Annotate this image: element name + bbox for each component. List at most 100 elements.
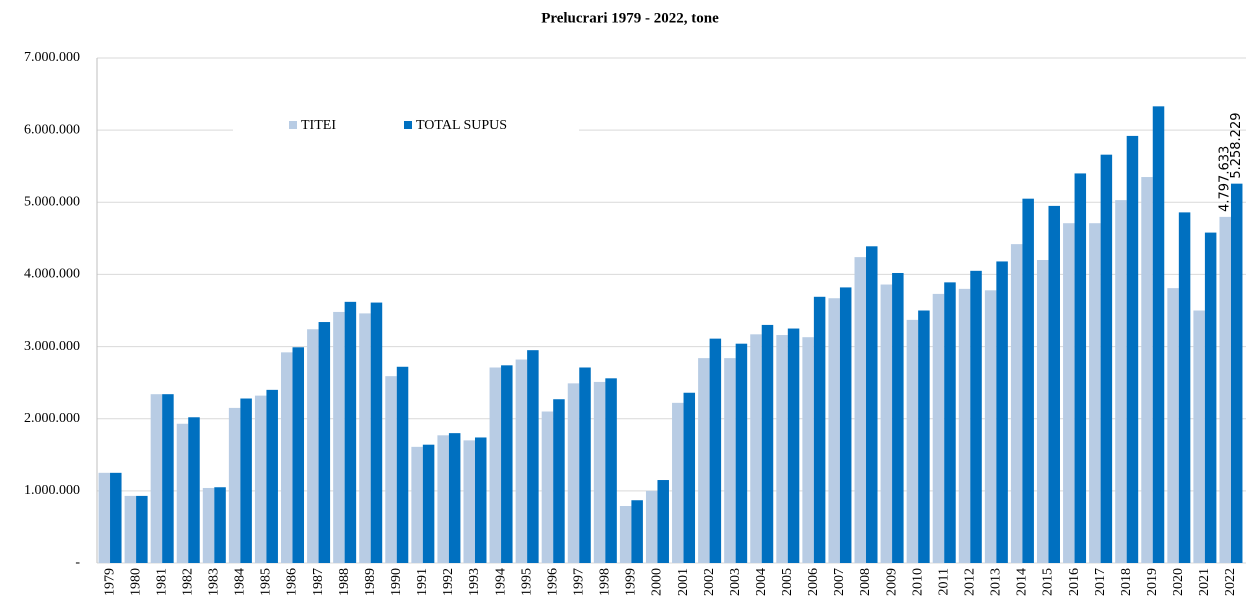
bar [214,487,226,563]
legend: TITEI TOTAL SUPUS [233,112,579,140]
bar [918,310,930,563]
x-tick-label: 2005 [780,568,795,596]
bar [489,367,502,563]
x-tick-label: 1992 [441,568,456,596]
bar [672,402,684,563]
x-tick-label: 2007 [832,568,847,596]
bar [1063,223,1075,563]
bar [266,389,278,563]
x-tick-label: 2019 [1145,568,1160,596]
bar [1100,154,1113,563]
bar [1178,212,1191,563]
bar [553,399,565,563]
bar [996,261,1008,563]
bar [579,367,591,563]
x-tick-label: 1983 [207,568,222,596]
bar [396,366,409,563]
bar [136,495,148,563]
bar [1048,205,1060,563]
x-tick-label: 2003 [728,568,743,596]
y-tick-label: 1.000.000 [24,483,80,498]
x-tick-label: 2016 [1067,568,1082,596]
bar [984,290,997,563]
x-tick-label: 1984 [233,568,248,596]
y-tick-label: 7.000.000 [24,50,80,65]
bar [683,392,696,563]
bar [240,398,252,563]
x-tick-label: 1995 [519,568,534,596]
bar [880,284,893,563]
bar [124,495,137,563]
bar [593,381,606,563]
bar [1193,310,1205,563]
x-tick-label: 2017 [1093,568,1108,596]
x-tick-label: 2022 [1223,568,1238,596]
bar [854,257,867,563]
x-tick-label: 1979 [102,568,117,596]
x-tick-label: 2006 [806,568,821,596]
bar [1219,216,1231,563]
x-tick-label: 1993 [467,568,482,596]
bar [1230,183,1243,563]
value-label: 4.797.633 [1218,146,1233,212]
legend-label: TITEI [301,118,336,133]
bar [750,334,762,563]
x-tick-label: 1994 [493,568,508,596]
bar [437,435,449,563]
bar [162,394,174,563]
bar [813,296,826,563]
bar [1204,232,1217,564]
bar [474,437,487,563]
bar [448,433,461,563]
bar [1089,223,1101,563]
bar [333,311,345,563]
bar [202,487,215,563]
bar [839,287,852,563]
value-label: 5.258.229 [1229,112,1244,178]
x-tick-label: 1997 [571,568,586,596]
bar [1115,200,1127,563]
bar [932,293,945,563]
y-tick-label: 4.000.000 [24,267,80,282]
x-tick-label: 2000 [650,568,665,596]
bar [631,500,643,563]
x-tick-label: 2004 [754,568,769,596]
bar [1036,260,1049,563]
bar [892,272,904,563]
x-tick-label: 2002 [702,568,717,596]
bar [802,337,814,563]
bar [188,417,200,563]
x-tick-label: 1981 [154,568,169,596]
x-tick-label: 1980 [128,568,143,596]
bar [866,246,878,564]
bar [541,411,554,563]
bar [307,329,319,563]
x-tick-label: 2011 [936,568,951,595]
x-tick-label: 2015 [1041,568,1056,596]
x-tick-label: 1990 [389,568,404,596]
bar [1010,244,1023,563]
bar [359,313,371,563]
x-tick-label: 2014 [1015,568,1030,596]
bar [515,359,528,563]
bar [605,378,617,563]
x-tick-label: 1988 [337,568,352,596]
bar [527,350,539,563]
y-tick-label: 2.000.000 [24,411,80,426]
bar [176,423,189,563]
legend-label: TOTAL SUPUS [416,118,507,133]
x-tick-label: 1996 [545,568,560,596]
bar [463,440,475,563]
bar [944,282,956,563]
x-tick-label: 1982 [180,568,195,596]
bar [98,472,111,563]
bar [281,352,293,563]
x-tick-label: 1985 [259,568,274,596]
bar [370,302,383,563]
bar [906,319,919,563]
bar [228,407,241,563]
x-tick-label: 1989 [363,568,378,596]
x-tick-label: 2021 [1197,568,1212,596]
bar [1126,135,1139,563]
